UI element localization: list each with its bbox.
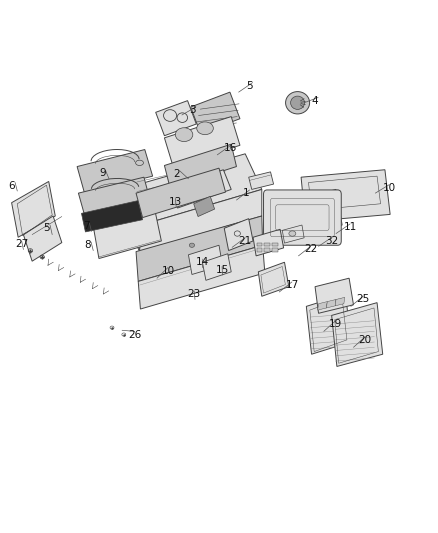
Polygon shape	[136, 168, 226, 217]
Text: 9: 9	[99, 168, 106, 179]
Ellipse shape	[286, 92, 310, 114]
Bar	[265, 248, 270, 252]
Polygon shape	[326, 300, 336, 308]
Polygon shape	[127, 154, 262, 225]
Bar	[257, 248, 262, 252]
Polygon shape	[140, 189, 262, 252]
Text: 26: 26	[128, 329, 141, 340]
Text: 1: 1	[243, 188, 250, 198]
Bar	[265, 243, 270, 246]
Polygon shape	[202, 254, 231, 280]
Bar	[257, 243, 262, 246]
Ellipse shape	[175, 128, 193, 142]
Ellipse shape	[336, 190, 339, 193]
Polygon shape	[155, 101, 196, 136]
Text: 21: 21	[239, 236, 252, 246]
Text: 13: 13	[169, 197, 182, 207]
Polygon shape	[253, 229, 284, 256]
Ellipse shape	[327, 190, 331, 193]
Polygon shape	[23, 216, 62, 261]
Text: 16: 16	[224, 143, 237, 154]
Polygon shape	[332, 303, 383, 367]
Text: 19: 19	[329, 319, 342, 329]
Polygon shape	[258, 262, 289, 296]
Polygon shape	[301, 169, 390, 222]
Text: 8: 8	[85, 240, 91, 250]
Text: 17: 17	[286, 280, 299, 290]
Text: 10: 10	[161, 266, 174, 276]
Ellipse shape	[189, 243, 194, 247]
Text: 14: 14	[196, 257, 209, 267]
Text: 6: 6	[9, 181, 15, 191]
Text: 20: 20	[359, 335, 372, 345]
Text: 10: 10	[383, 183, 396, 193]
Polygon shape	[191, 92, 240, 134]
Text: 15: 15	[215, 265, 229, 274]
Polygon shape	[264, 189, 342, 244]
Text: 3: 3	[189, 105, 196, 115]
Ellipse shape	[317, 191, 321, 195]
Polygon shape	[170, 169, 231, 208]
Polygon shape	[249, 172, 274, 189]
Polygon shape	[164, 117, 240, 166]
Polygon shape	[77, 150, 152, 193]
Polygon shape	[138, 245, 265, 309]
Text: 11: 11	[343, 222, 357, 232]
Polygon shape	[164, 144, 237, 188]
Text: 5: 5	[246, 81, 253, 91]
Text: 25: 25	[357, 294, 370, 304]
Polygon shape	[136, 216, 263, 281]
Polygon shape	[315, 278, 353, 313]
Ellipse shape	[289, 231, 296, 236]
Polygon shape	[318, 302, 327, 310]
Ellipse shape	[290, 96, 304, 109]
Polygon shape	[306, 294, 351, 354]
Text: 23: 23	[187, 289, 201, 299]
Polygon shape	[12, 181, 55, 237]
Polygon shape	[124, 188, 141, 252]
Polygon shape	[195, 119, 234, 156]
Polygon shape	[194, 196, 215, 216]
Text: 27: 27	[15, 239, 28, 249]
Text: 2: 2	[173, 169, 180, 179]
Ellipse shape	[197, 122, 213, 135]
FancyBboxPatch shape	[264, 190, 341, 245]
Polygon shape	[81, 200, 143, 232]
Bar	[272, 248, 278, 252]
Text: 22: 22	[304, 245, 318, 254]
Polygon shape	[78, 177, 150, 216]
Polygon shape	[335, 297, 345, 306]
Text: 5: 5	[43, 223, 50, 233]
Text: 4: 4	[311, 95, 318, 106]
Text: 32: 32	[325, 236, 338, 246]
Polygon shape	[92, 204, 161, 259]
Bar	[272, 243, 278, 246]
Polygon shape	[188, 245, 223, 274]
Polygon shape	[283, 225, 304, 243]
Polygon shape	[224, 219, 253, 251]
Text: 7: 7	[83, 221, 89, 231]
